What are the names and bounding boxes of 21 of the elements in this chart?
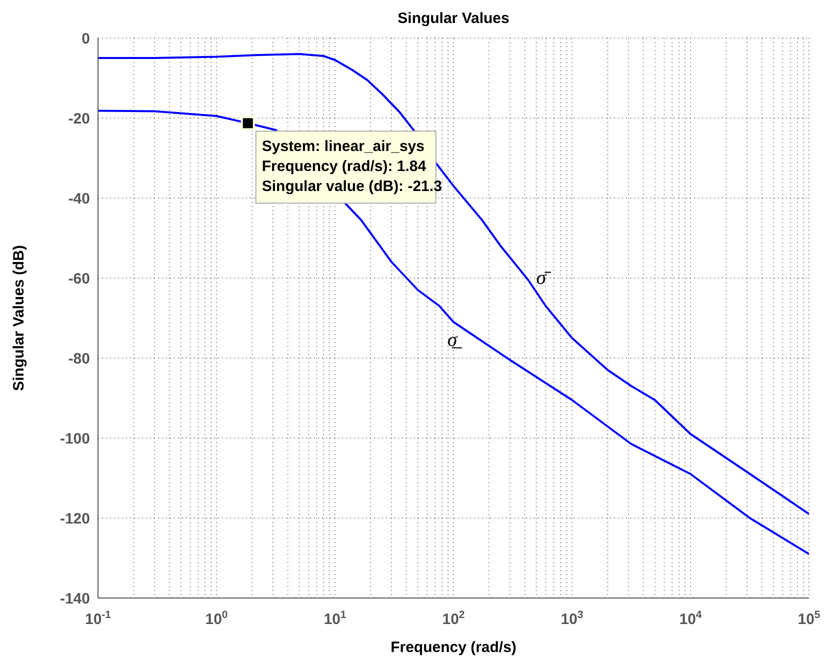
x-tick-label: 10$^{1}$ (324, 609, 346, 628)
y-tick-label: -60 (68, 270, 90, 288)
x-tick-label: 10$^{4}$ (679, 609, 702, 628)
x-tick-label: 10$^{3}$ (560, 609, 584, 628)
y-axis-title: Singular Values (dB) (10, 245, 28, 391)
x-tick-label: 10$^{5}$ (798, 609, 820, 628)
x-tick-label: 10$^{-1}$ (84, 609, 112, 628)
y-tick-label: -100 (60, 430, 90, 448)
series-label: σ̄ (536, 267, 552, 289)
annotation: System: linear_air_sys Frequency (rad/s): 1.84 Singular value (dB): -21.3 (262, 138, 442, 196)
x-axis-title: Frequency (rad/s) (390, 639, 516, 656)
x-tick-label: 10$^{2}$ (442, 609, 465, 628)
series-label: σ̲ (447, 329, 462, 351)
x-tick-label: 10$^{0}$ (205, 609, 228, 628)
y-tick-label: -40 (68, 190, 90, 208)
y-tick-label: -140 (60, 590, 90, 608)
y-tick-label: -20 (68, 110, 90, 128)
chart-title: Singular Values (396, 10, 510, 27)
y-tick-label: -120 (60, 510, 90, 528)
y-tick-label: -80 (68, 350, 90, 368)
y-tick-label: 0 (82, 30, 90, 48)
